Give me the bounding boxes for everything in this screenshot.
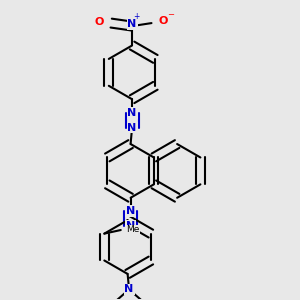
Text: +: + [134, 12, 140, 21]
Text: N: N [126, 221, 135, 231]
Text: N: N [126, 206, 135, 216]
Text: N: N [128, 108, 137, 118]
Text: N: N [128, 123, 137, 133]
Text: N: N [128, 19, 137, 29]
Text: O: O [159, 16, 168, 26]
Text: O: O [94, 16, 104, 27]
Text: −: − [167, 10, 174, 19]
Text: Me: Me [126, 225, 140, 234]
Text: N: N [124, 284, 134, 295]
